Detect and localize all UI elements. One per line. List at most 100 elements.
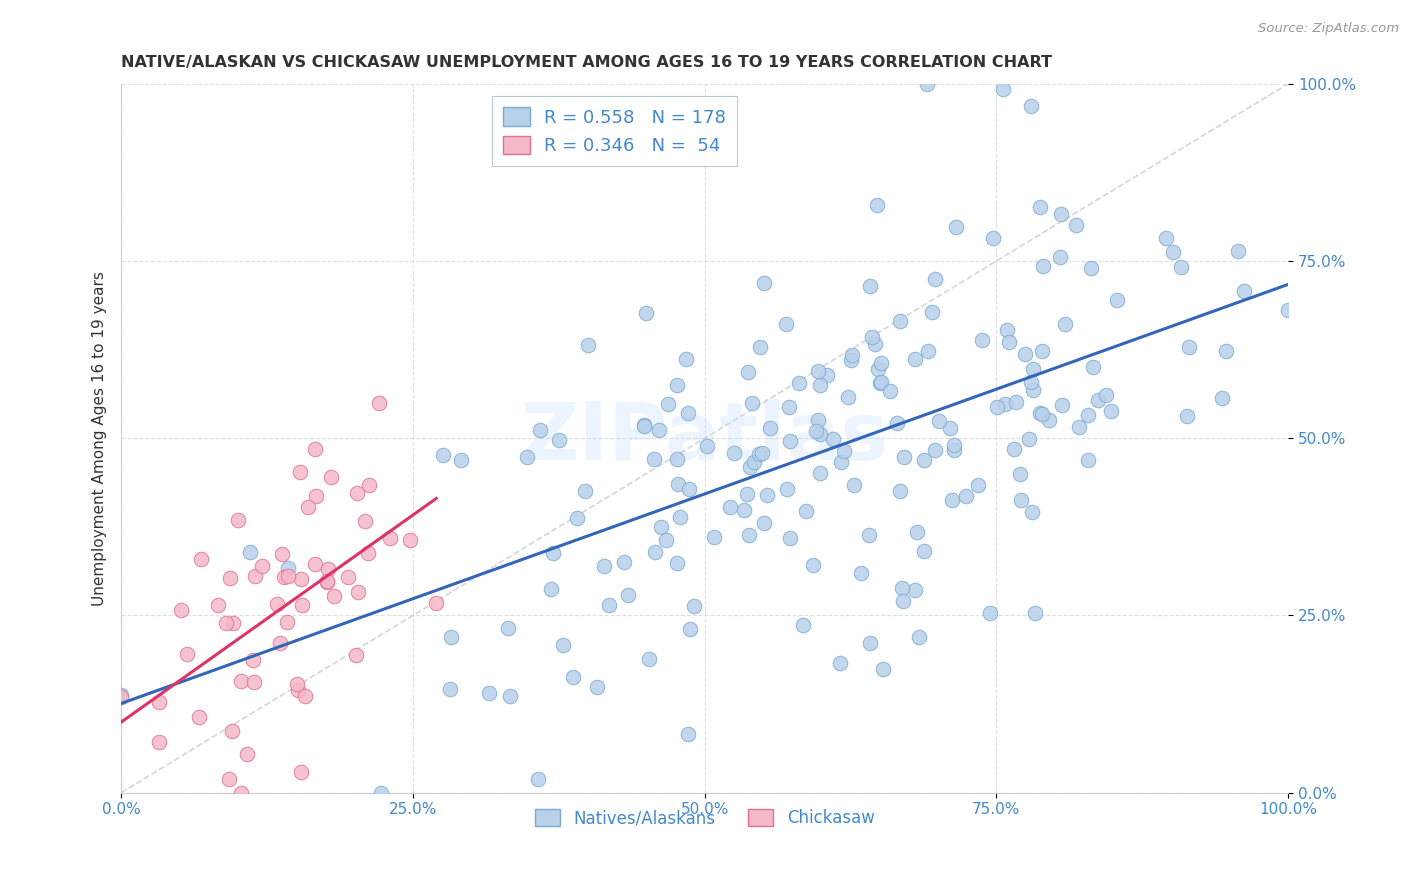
Point bbox=[316, 562, 339, 576]
Point bbox=[1031, 344, 1053, 359]
Point bbox=[1233, 285, 1256, 299]
Point bbox=[297, 500, 319, 515]
Point bbox=[755, 488, 778, 502]
Y-axis label: Unemployment Among Ages 16 to 19 years: Unemployment Among Ages 16 to 19 years bbox=[93, 271, 107, 606]
Point bbox=[229, 673, 252, 688]
Point bbox=[242, 674, 264, 689]
Point bbox=[565, 511, 588, 525]
Point bbox=[529, 423, 551, 437]
Point bbox=[1024, 606, 1046, 620]
Point bbox=[285, 676, 308, 690]
Point bbox=[683, 599, 706, 614]
Point bbox=[808, 427, 831, 442]
Point bbox=[273, 570, 295, 584]
Point bbox=[807, 412, 830, 426]
Point bbox=[921, 304, 943, 318]
Point bbox=[1029, 200, 1052, 214]
Point bbox=[924, 442, 946, 457]
Point bbox=[1005, 394, 1028, 409]
Point bbox=[236, 747, 259, 761]
Point bbox=[1154, 231, 1177, 245]
Point bbox=[997, 335, 1019, 350]
Point bbox=[633, 418, 655, 433]
Point bbox=[499, 690, 522, 704]
Point bbox=[823, 432, 845, 446]
Point bbox=[870, 355, 893, 369]
Point bbox=[215, 615, 238, 630]
Point bbox=[290, 572, 312, 586]
Point bbox=[718, 500, 741, 514]
Point bbox=[276, 615, 298, 629]
Point bbox=[613, 555, 636, 569]
Point bbox=[868, 362, 890, 376]
Point bbox=[942, 437, 965, 451]
Point bbox=[290, 765, 312, 780]
Point bbox=[526, 772, 548, 787]
Point bbox=[723, 446, 745, 460]
Point bbox=[842, 478, 865, 492]
Point bbox=[737, 365, 759, 379]
Point bbox=[218, 772, 240, 787]
Point bbox=[676, 727, 699, 741]
Text: ZIPatlas: ZIPatlas bbox=[520, 400, 889, 477]
Point bbox=[207, 598, 229, 612]
Point bbox=[190, 552, 212, 566]
Point bbox=[1170, 260, 1192, 275]
Point bbox=[870, 376, 893, 390]
Point bbox=[221, 724, 243, 739]
Point bbox=[866, 198, 889, 212]
Point bbox=[1067, 420, 1090, 434]
Point bbox=[733, 503, 755, 517]
Point bbox=[841, 353, 863, 368]
Point bbox=[669, 510, 692, 524]
Point bbox=[943, 443, 966, 458]
Point bbox=[574, 483, 596, 498]
Point bbox=[551, 638, 574, 652]
Point bbox=[231, 786, 253, 800]
Point bbox=[748, 447, 770, 461]
Point bbox=[1077, 453, 1099, 467]
Point bbox=[941, 492, 963, 507]
Point bbox=[219, 571, 242, 585]
Point bbox=[924, 272, 946, 286]
Point bbox=[425, 596, 447, 610]
Point bbox=[858, 528, 880, 542]
Point bbox=[1049, 250, 1071, 264]
Point bbox=[1032, 259, 1054, 273]
Point bbox=[633, 417, 655, 432]
Point bbox=[794, 504, 817, 518]
Point bbox=[752, 276, 775, 290]
Text: NATIVE/ALASKAN VS CHICKASAW UNEMPLOYMENT AMONG AGES 16 TO 19 YEARS CORRELATION C: NATIVE/ALASKAN VS CHICKASAW UNEMPLOYMENT… bbox=[121, 55, 1052, 70]
Point bbox=[321, 470, 343, 484]
Point bbox=[779, 531, 801, 545]
Point bbox=[540, 582, 562, 596]
Point bbox=[439, 631, 461, 645]
Point bbox=[955, 490, 977, 504]
Point bbox=[637, 652, 659, 666]
Point bbox=[496, 621, 519, 635]
Point bbox=[778, 401, 800, 415]
Point bbox=[110, 690, 132, 705]
Point bbox=[804, 424, 827, 438]
Point bbox=[1226, 244, 1249, 259]
Point bbox=[1049, 207, 1071, 221]
Point bbox=[346, 486, 368, 500]
Point bbox=[287, 683, 309, 698]
Point bbox=[741, 396, 763, 410]
Point bbox=[967, 478, 990, 492]
Point bbox=[678, 482, 700, 496]
Point bbox=[269, 636, 291, 650]
Point bbox=[226, 513, 249, 527]
Point bbox=[252, 559, 274, 574]
Point bbox=[904, 351, 927, 366]
Point bbox=[665, 378, 688, 392]
Point bbox=[893, 450, 915, 464]
Point bbox=[478, 686, 501, 700]
Point bbox=[928, 414, 950, 428]
Point bbox=[890, 582, 912, 596]
Point bbox=[1050, 398, 1073, 412]
Point bbox=[1021, 383, 1043, 397]
Point bbox=[266, 598, 288, 612]
Point bbox=[742, 454, 765, 468]
Point bbox=[678, 406, 700, 420]
